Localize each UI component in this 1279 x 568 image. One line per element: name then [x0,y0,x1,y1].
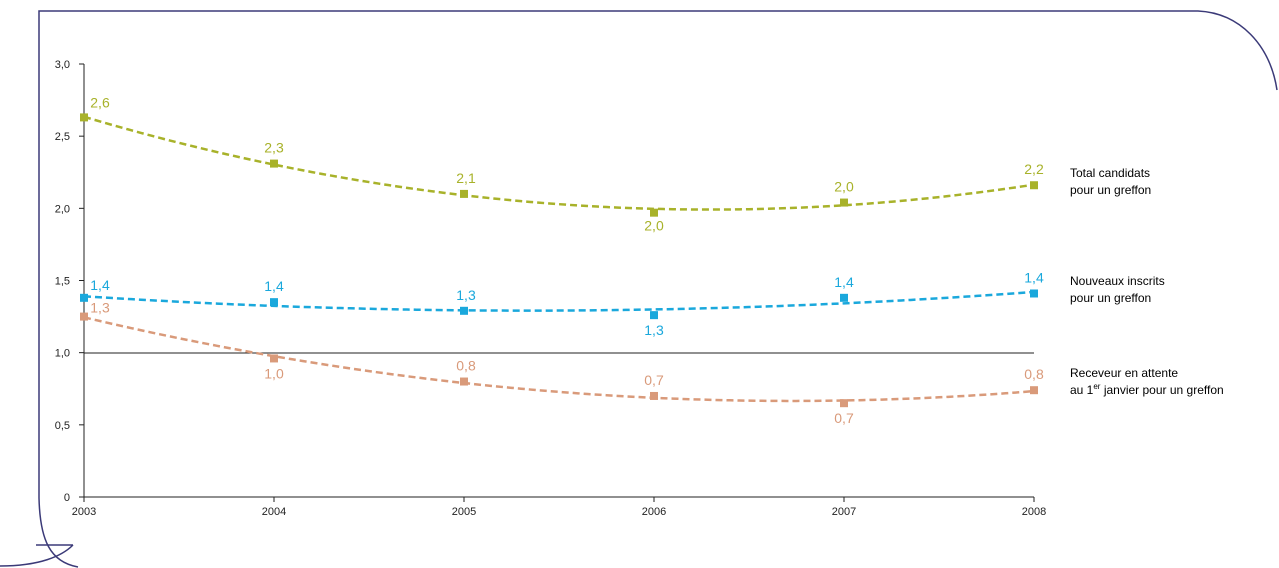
data-point-nouveaux [80,293,88,302]
series-total: 2,6 2,3 2,1 2,0 2,0 2,2 [80,94,1044,234]
data-point-total [650,208,658,217]
data-label-total: 2,0 [644,218,664,234]
data-label-total: 2,0 [834,179,854,195]
x-ticks: 2003 2004 2005 2006 2007 2008 [72,497,1046,518]
x-tick-label: 2006 [642,506,666,518]
legend-nouveaux-line2: pour un greffon [1070,291,1151,305]
data-point-nouveaux [840,293,848,302]
legend-receveur-line2-post: janvier pour un greffon [1100,383,1223,397]
y-tick-label: 3,0 [55,59,70,71]
data-label-receveur: 0,7 [644,372,664,388]
series-group: 2,62,32,12,02,02,21,4 1,41,31,31,4 1,41,31… [80,94,1044,426]
legend-receveur-line2: au 1er janvier pour un greffon [1070,382,1224,397]
x-tick-label: 2005 [452,506,476,518]
series-receveur: 1,3 1,0 0,8 0,7 0,7 0,8 [80,300,1044,426]
x-tick-label: 2004 [262,506,286,518]
data-label-receveur: 1,3 [90,300,110,316]
data-label-nouveaux: 1,3 [644,322,664,338]
data-point-total [270,159,278,168]
data-point-receveur [840,399,848,408]
data-label-nouveaux: 1,4 [1024,269,1044,285]
chart-frame-outline [38,10,1278,568]
data-label-nouveaux: 1,4 [264,278,284,294]
y-tick-label: 0 [64,492,70,504]
legend-receveur-line2-sup: er [1093,382,1100,391]
data-point-total [80,113,88,122]
y-tick-label: 2,5 [55,131,70,143]
data-label-total: 2,2 [1024,161,1044,177]
series-line-total [83,115,1035,211]
y-ticks: 0 0,5 1,0 1,5 2,0 2,5 3,0 [55,59,84,504]
data-point-nouveaux [650,311,658,320]
data-point-receveur [460,377,468,386]
legend-total-line2: pour un greffon [1070,183,1151,197]
data-point-receveur [270,354,278,363]
y-tick-label: 2,0 [55,203,70,215]
data-point-nouveaux [270,298,278,307]
data-point-receveur [650,391,658,400]
legend-receveur-line1: Receveur en attente [1070,366,1178,380]
data-label-total: 2,6 [90,94,110,110]
legend: Total candidats pour un greffon Nouveaux… [1070,166,1224,397]
data-point-total [1030,181,1038,190]
data-point-nouveaux [1030,289,1038,298]
x-tick-label: 2008 [1022,506,1046,518]
chart-frame [0,544,74,567]
data-label-receveur: 0,7 [834,410,854,426]
legend-nouveaux-line1: Nouveaux inscrits [1070,274,1165,288]
data-point-total [840,198,848,207]
data-label-total: 2,3 [264,140,284,156]
legend-total-line1: Total candidats [1070,166,1150,180]
data-label-receveur: 0,8 [1024,366,1044,382]
data-point-total [460,189,468,198]
data-label-nouveaux: 1,4 [834,274,854,290]
legend-receveur-line2-pre: au 1 [1070,383,1094,397]
x-tick-label: 2003 [72,506,96,518]
data-label-receveur: 0,8 [456,358,476,374]
data-point-nouveaux [460,306,468,315]
y-tick-label: 0,5 [55,420,70,432]
series-line-nouveaux [83,290,1035,312]
x-tick-label: 2007 [832,506,856,518]
y-tick-label: 1,5 [55,276,70,288]
data-point-receveur [80,312,88,321]
data-label-nouveaux: 1,3 [456,287,476,303]
y-tick-label: 1,0 [55,348,70,360]
data-label-total: 2,1 [456,170,476,186]
data-label-nouveaux: 1,4 [90,277,110,293]
data-point-receveur [1030,386,1038,395]
series-nouveaux: 1,4 1,4 1,3 1,3 1,4 1,4 [80,269,1044,338]
series-line-receveur [83,316,1035,403]
data-label-receveur: 1,0 [264,365,284,381]
